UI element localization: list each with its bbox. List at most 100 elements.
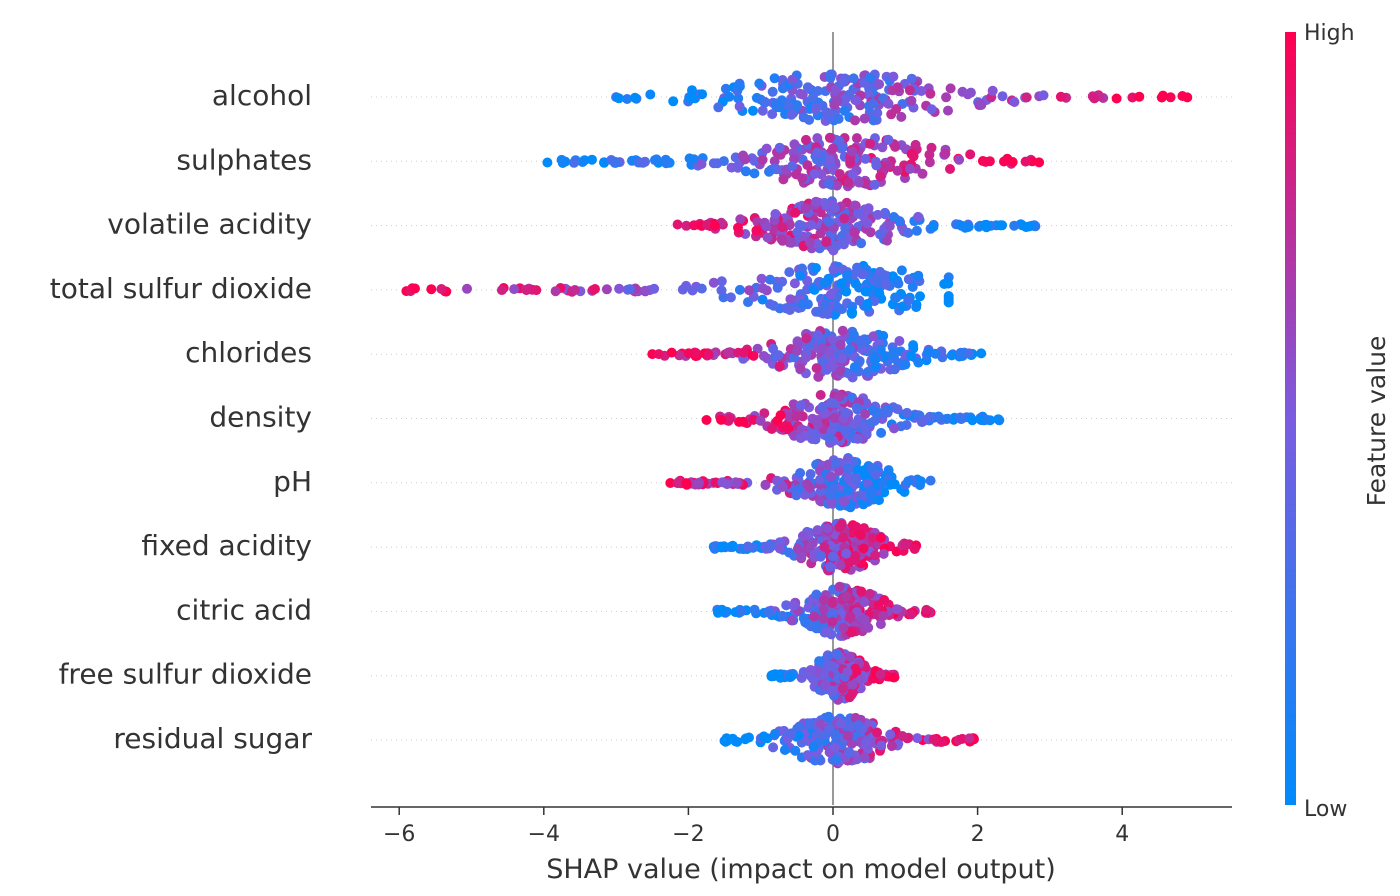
shap-point	[674, 350, 685, 361]
shap-point	[777, 611, 788, 622]
shap-point	[855, 530, 866, 541]
shap-point	[815, 390, 826, 400]
shap-point	[846, 738, 857, 749]
shap-point	[917, 417, 927, 428]
shap-point	[906, 95, 917, 106]
shap-point	[786, 237, 797, 248]
shap-point	[960, 222, 971, 233]
shap-point	[858, 499, 869, 510]
shap-point	[837, 683, 848, 694]
shap-point	[815, 474, 825, 485]
shap-point	[843, 485, 854, 496]
shap-point	[856, 238, 867, 249]
shap-point	[889, 423, 900, 434]
shap-point	[784, 219, 795, 230]
shap-point	[757, 154, 768, 165]
shap-point	[819, 542, 830, 552]
shap-point	[1089, 93, 1100, 104]
shap-point	[812, 419, 823, 430]
shap-point	[939, 279, 950, 289]
shap-point	[757, 294, 768, 305]
shap-point	[976, 348, 987, 359]
shap-point	[724, 413, 735, 424]
shap-point	[804, 114, 815, 125]
shap-point	[894, 336, 905, 346]
shap-point	[795, 468, 806, 478]
shap-point	[858, 543, 869, 554]
shap-point	[785, 672, 796, 683]
shap-point	[850, 115, 860, 126]
shap-point	[800, 203, 811, 214]
shap-point	[677, 284, 688, 295]
shap-point	[744, 285, 755, 296]
shap-point	[462, 283, 472, 294]
shap-point	[871, 160, 882, 171]
shap-point	[885, 729, 896, 740]
shap-point	[846, 627, 857, 638]
shap-point	[945, 83, 956, 94]
shap-point	[805, 237, 815, 248]
shap-point	[840, 223, 851, 234]
shap-point	[649, 155, 660, 166]
shap-point	[836, 519, 847, 530]
shap-point	[967, 415, 978, 426]
shap-point	[825, 289, 836, 300]
shap-point	[765, 274, 776, 285]
shap-point	[903, 295, 914, 306]
shap-point	[928, 734, 939, 745]
shap-point	[709, 220, 720, 231]
shap-point	[683, 348, 694, 359]
shap-point	[811, 589, 822, 600]
shap-point	[869, 179, 880, 190]
shap-point	[806, 220, 817, 230]
colorbar-title: Feature value	[1362, 336, 1391, 507]
shap-point	[925, 88, 936, 99]
shap-point	[779, 745, 790, 755]
shap-point	[697, 89, 708, 100]
shap-point	[981, 414, 992, 425]
shap-point	[942, 413, 953, 424]
shap-point	[829, 203, 840, 214]
shap-point	[740, 154, 751, 165]
shap-point	[833, 113, 844, 124]
shap-point	[668, 96, 679, 107]
shap-point	[759, 408, 770, 419]
x-axis-title: SHAP value (impact on model output)	[546, 854, 1056, 885]
shap-point	[856, 674, 867, 685]
shap-point	[893, 278, 904, 289]
x-tick-label: 0	[826, 822, 840, 847]
shap-point	[845, 651, 856, 662]
feature-row-points	[401, 260, 954, 320]
shap-point	[815, 550, 826, 561]
shap-point	[811, 263, 821, 273]
shap-point	[817, 343, 828, 354]
shap-point	[911, 225, 922, 236]
shap-point	[837, 353, 848, 364]
shap-point	[819, 197, 830, 208]
x-axis: −6 −4 −2 0 2 4 SHAP value (impact on model ou…	[371, 806, 1232, 885]
shap-point	[872, 108, 883, 118]
shap-point	[892, 165, 903, 176]
shap-point	[876, 740, 887, 751]
shap-point	[845, 611, 856, 622]
shap-point	[876, 532, 886, 543]
shap-point	[882, 235, 892, 246]
shap-point	[661, 158, 672, 169]
shap-point	[839, 213, 850, 224]
shap-point	[874, 495, 884, 506]
shap-point	[830, 458, 841, 469]
shap-point	[784, 547, 795, 558]
shap-point	[860, 409, 871, 419]
shap-point	[826, 497, 837, 508]
shap-point	[941, 92, 952, 103]
shap-point	[786, 109, 797, 120]
shap-point	[1177, 91, 1188, 101]
shap-point	[1007, 157, 1018, 167]
shap-point	[789, 139, 800, 150]
shap-point	[865, 72, 876, 83]
shap-point	[916, 476, 926, 487]
shap-point	[790, 207, 801, 218]
shap-point	[847, 372, 858, 383]
shap-point	[763, 607, 774, 618]
shap-point	[829, 742, 840, 753]
